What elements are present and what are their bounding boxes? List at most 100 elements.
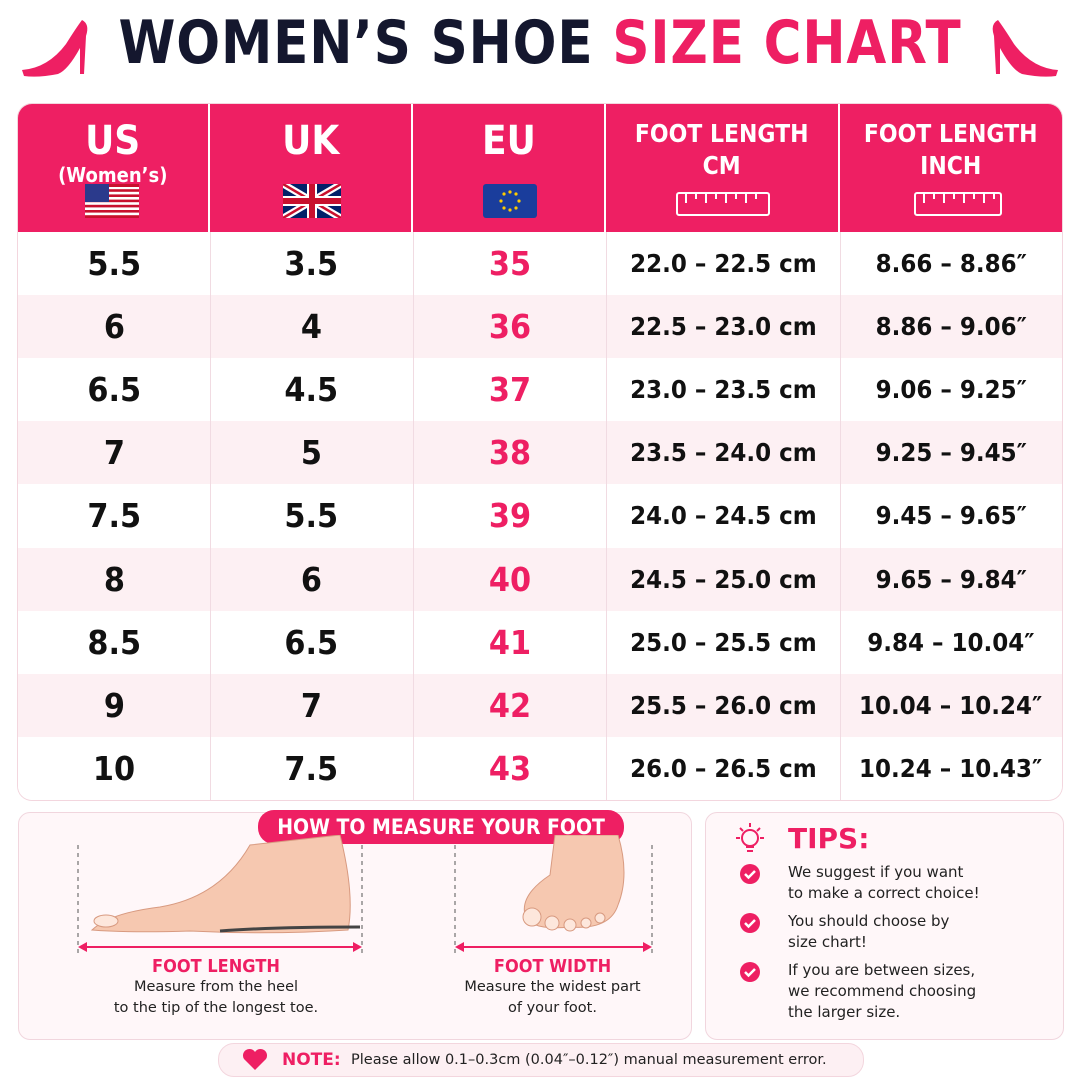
us-flag <box>85 184 139 218</box>
header-text: UK <box>281 118 340 164</box>
cell-text: 26.0 – 26.5 cm <box>629 753 817 783</box>
table-cell: 4 <box>210 295 414 359</box>
table-row: 7.5 5.5 39 24.0 – 24.5 cm 9.45 – 9.65″ <box>18 484 1062 548</box>
check <box>744 919 756 929</box>
table-cell: 9.06 – 9.25″ <box>840 358 1062 421</box>
cell-text: 24.5 – 25.0 cm <box>629 564 817 594</box>
cell-text: 9.45 – 9.65″ <box>875 501 1027 531</box>
caption-line: Measure the widest part <box>464 979 641 995</box>
table-cell: 9.25 – 9.45″ <box>840 421 1062 484</box>
cell-text: 41 <box>488 622 531 662</box>
cell-text: 36 <box>488 307 531 347</box>
cell-text: 38 <box>488 433 531 473</box>
table-row: 10 7.5 43 26.0 – 26.5 cm 10.24 – 10.43″ <box>18 736 1062 800</box>
cell-text: 9.65 – 9.84″ <box>875 564 1027 594</box>
tip-line: You should choose by <box>788 912 950 930</box>
table-cell: 24.5 – 25.0 cm <box>606 547 841 611</box>
foot-length-caption: FOOT LENGTH Measure from the heel to the… <box>80 956 352 1019</box>
cell-text: 43 <box>488 748 531 788</box>
table-cell: 22.0 – 22.5 cm <box>606 232 841 296</box>
table-cell: 6.5 <box>210 610 414 674</box>
tips-panel <box>705 812 1064 1040</box>
table-cell: 22.5 – 23.0 cm <box>606 295 841 359</box>
table-cell: 23.0 – 23.5 cm <box>606 358 841 422</box>
header-cell: FOOT LENGTH CM <box>606 104 840 232</box>
table-cell: 8 <box>18 547 211 611</box>
header-text: INCH <box>920 151 982 180</box>
table-cell: 24.0 – 24.5 cm <box>606 484 841 548</box>
table-cell: 23.5 – 24.0 cm <box>606 421 841 485</box>
tip-line: size chart! <box>788 933 867 951</box>
header-text: FOOT LENGTH <box>635 119 809 148</box>
table-cell: 8.66 – 8.86″ <box>840 232 1062 295</box>
tip-line: we recommend choosing <box>788 982 977 1000</box>
tip-item: You should choose by size chart! <box>738 911 1058 953</box>
table-cell: 25.0 – 25.5 cm <box>606 610 841 674</box>
cell-text: 40 <box>488 559 531 599</box>
header-text: EU <box>481 118 536 164</box>
cell-text: 6 <box>103 307 125 347</box>
cell-text: 4 <box>300 307 323 347</box>
tip-line: We suggest if you want <box>788 863 964 881</box>
shoe-icon <box>22 20 88 77</box>
cell-text: 6 <box>300 559 323 599</box>
table-cell: 7.5 <box>210 736 414 800</box>
check-icon <box>740 864 760 884</box>
eu-flag <box>483 184 537 218</box>
measure-title-text: HOW TO MEASURE YOUR FOOT <box>277 815 605 839</box>
tip-item: We suggest if you want to make a correct … <box>738 862 1058 904</box>
cell-text: 7 <box>300 685 323 725</box>
cell-text: 24.0 – 24.5 cm <box>629 501 817 531</box>
table-cell: 5.5 <box>18 232 211 296</box>
caption-line: of your foot. <box>508 1000 597 1016</box>
table-row: 9 7 42 25.5 – 26.0 cm 10.04 – 10.24″ <box>18 673 1062 737</box>
table-row: 8 6 40 24.5 – 25.0 cm 9.65 – 9.84″ <box>18 547 1062 611</box>
note-bar: NOTE: Please allow 0.1–0.3cm (0.04″–0.12… <box>218 1043 864 1077</box>
table-cell: 25.5 – 26.0 cm <box>606 673 841 737</box>
cell-text: 8.5 <box>87 622 141 662</box>
cell-text: 8.66 – 8.86″ <box>875 249 1027 279</box>
cell-text: 8 <box>103 559 125 599</box>
header-text: US <box>85 118 141 164</box>
cell-text: 8.86 – 9.06″ <box>875 312 1027 342</box>
table-cell: 9.65 – 9.84″ <box>840 548 1062 611</box>
cell-text: 42 <box>488 685 531 725</box>
table-cell: 8.5 <box>18 610 211 674</box>
cell-text: 22.5 – 23.0 cm <box>629 312 817 342</box>
cell-text: 10.04 – 10.24″ <box>859 690 1043 720</box>
cell-text: 5.5 <box>284 496 339 536</box>
table-cell: 38 <box>413 421 607 485</box>
table-cell: 7 <box>210 673 414 737</box>
cell-text: 6.5 <box>87 370 141 410</box>
ruler-icon <box>914 192 1002 216</box>
table-cell: 7 <box>18 421 211 485</box>
table-cell: 9 <box>18 673 211 737</box>
cell-text: 10 <box>92 748 136 788</box>
check-icon <box>740 913 760 933</box>
title-accent: SIZE CHART <box>612 8 962 78</box>
table-cell: 6.5 <box>18 358 211 422</box>
foot-illustrations <box>77 835 653 955</box>
table-cell: 4.5 <box>210 358 414 422</box>
table-cell: 10.24 – 10.43″ <box>840 737 1062 800</box>
table-cell: 6 <box>210 547 414 611</box>
table-cell: 40 <box>413 547 607 611</box>
cell-text: 9.84 – 10.04″ <box>867 627 1035 657</box>
table-cell: 8.86 – 9.06″ <box>840 295 1062 358</box>
table-cell: 43 <box>413 736 607 800</box>
cell-text: 23.5 – 24.0 cm <box>629 438 817 468</box>
table-cell: 41 <box>413 610 607 674</box>
table-cell: 26.0 – 26.5 cm <box>606 736 841 800</box>
title-main: WOMEN’S SHOE <box>118 8 594 78</box>
cell-text: 22.0 – 22.5 cm <box>629 249 817 279</box>
caption-title: FOOT LENGTH <box>152 956 280 977</box>
shoe-icon <box>992 20 1058 77</box>
table-row: 7 5 38 23.5 – 24.0 cm 9.25 – 9.45″ <box>18 421 1062 485</box>
table-cell: 7.5 <box>18 484 211 548</box>
table-row: 8.5 6.5 41 25.0 – 25.5 cm 9.84 – 10.04″ <box>18 610 1062 674</box>
table-cell: 37 <box>413 358 607 422</box>
table-cell: 10 <box>18 736 211 800</box>
tip-line: If you are between sizes, <box>788 961 976 979</box>
uk-flag <box>283 184 341 218</box>
